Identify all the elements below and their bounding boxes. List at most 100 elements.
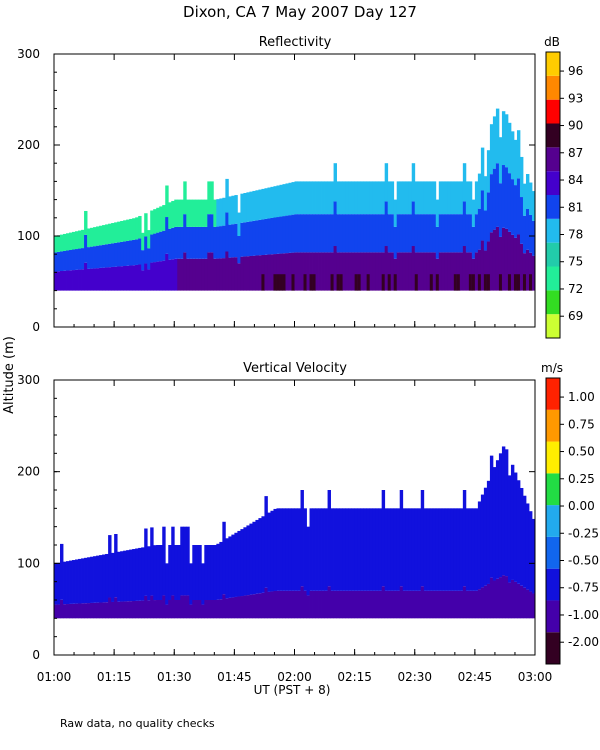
data-cell [207,600,211,619]
data-cell [357,274,362,291]
data-cell [465,590,470,619]
data-cell [75,269,79,291]
data-cell [348,214,353,253]
data-cell [498,577,503,619]
data-cell [363,214,368,253]
data-cell [366,590,371,619]
data-cell [183,252,187,291]
data-cell [357,214,362,253]
data-cell [432,508,437,591]
data-cell [387,508,392,591]
data-cell [240,256,244,291]
data-cell [450,590,455,619]
data-cell [267,254,271,291]
data-cell [186,526,190,596]
data-cell [387,590,392,619]
data-cell [300,586,304,619]
data-cell [66,604,70,619]
data-cell [189,563,193,605]
data-cell [222,258,226,291]
data-cell [192,226,196,259]
data-cell [69,249,73,271]
data-cell [240,529,244,597]
data-cell [198,600,202,619]
data-cell [513,139,518,186]
data-cell [54,236,58,253]
data-cell [501,227,506,291]
data-cell [246,595,250,619]
data-cell [63,561,67,605]
data-cell [513,185,518,238]
data-cell [192,258,196,291]
data-cell [159,231,163,262]
data-cell [141,270,145,291]
data-cell [306,526,310,596]
data-cell [339,181,343,215]
data-cell [381,274,386,291]
data-cell [375,590,380,619]
data-cell [465,214,470,253]
data-cell [336,590,340,619]
data-cell [57,235,61,252]
data-cell [255,190,259,221]
data-cell [201,563,205,605]
data-cell [156,545,160,600]
data-cell [330,590,334,619]
data-cell [291,252,295,291]
data-cell [294,508,298,591]
colorbar-label: 81 [568,200,583,214]
data-cell [429,252,434,291]
data-cell [414,274,419,291]
data-cell [72,231,76,250]
data-cell [204,545,208,600]
data-cell [360,590,365,619]
data-cell [360,252,365,291]
data-cell [273,254,277,291]
x-tick-label: 01:45 [217,670,252,684]
data-cell [483,250,488,291]
data-cell [441,590,446,619]
data-cell [222,225,226,259]
y-tick-label: 0 [32,648,40,662]
data-cell [108,535,112,598]
data-cell [243,527,247,596]
data-cell [513,472,518,582]
data-cell [357,508,362,591]
data-cell [405,181,410,215]
data-cell [477,173,482,209]
data-cell [204,199,208,227]
data-cell [423,508,428,591]
data-cell [516,178,521,235]
data-cell [471,508,476,591]
data-cell [249,221,253,256]
data-cell [384,590,389,619]
data-cell [480,587,485,619]
data-cell [216,199,220,227]
data-cell [294,590,298,619]
data-cell [339,508,343,591]
data-cell [327,586,331,619]
data-cell [171,227,175,260]
data-cell [135,548,139,601]
data-cell [162,230,166,261]
data-cell [222,521,226,595]
data-cell [339,252,343,291]
data-cell [147,546,151,601]
data-cell [519,487,524,586]
data-cell [519,156,524,198]
data-cell [447,590,452,619]
data-cell [249,523,253,595]
data-cell [138,600,142,619]
data-cell [324,214,328,253]
data-cell [366,508,371,591]
data-cell [99,602,103,619]
data-cell [255,593,259,619]
data-cell [450,181,455,215]
data-cell [465,508,470,591]
x-tick-label: 02:15 [337,670,372,684]
data-cell [264,188,268,219]
data-cell [270,186,274,218]
data-cell [222,197,226,226]
data-cell [369,181,374,215]
data-cell [360,214,365,253]
